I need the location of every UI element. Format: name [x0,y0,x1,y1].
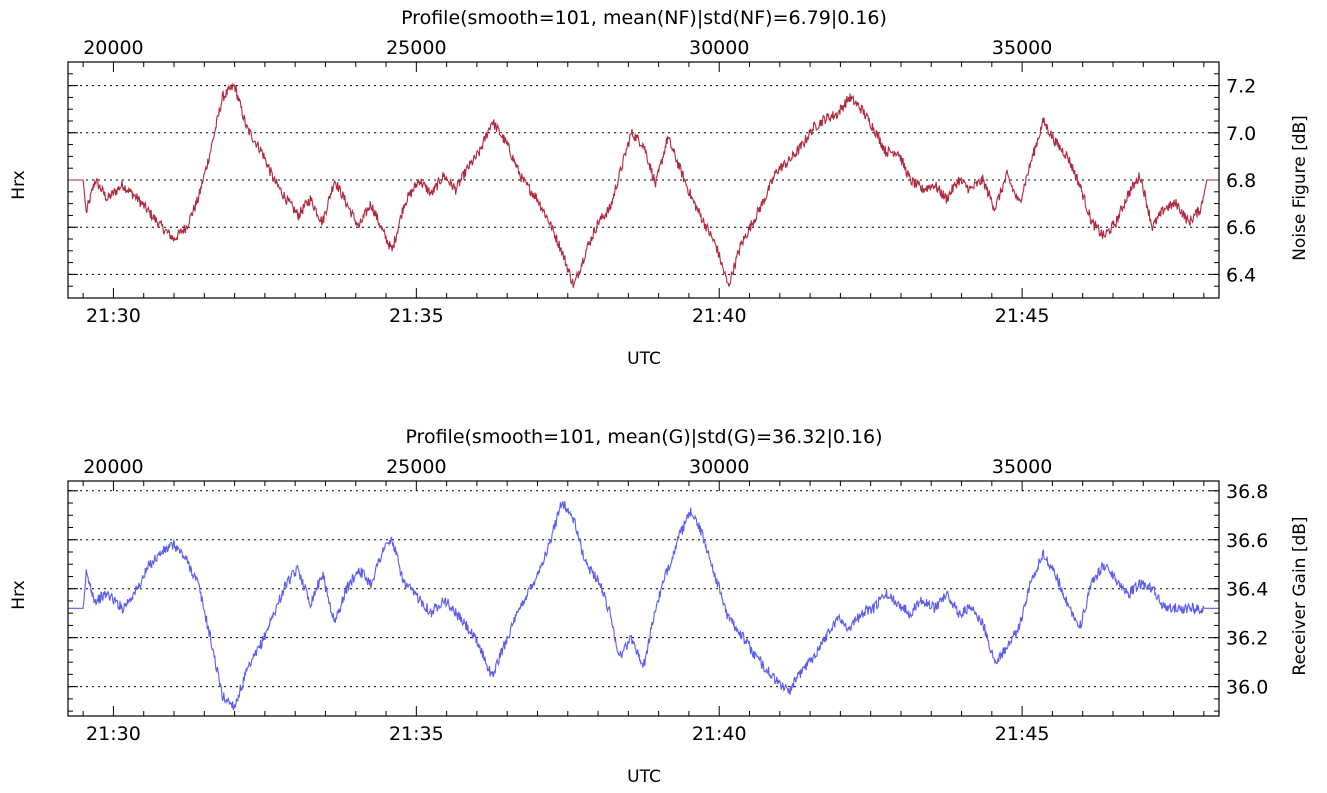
y-tick-label: 6.4 [1226,264,1256,286]
y-tick-label: 6.8 [1226,170,1256,192]
plot-frame [67,480,1220,717]
chart-title: Profile(smooth=101, mean(NF)|std(NF)=6.7… [401,7,887,29]
x-axis-label: UTC [627,349,661,369]
x-tick-label: 21:30 [86,305,141,327]
y-tick-label: 36.4 [1226,579,1268,601]
x-tick-label: 21:45 [995,723,1050,745]
y-tick-label: 36.2 [1226,628,1268,650]
series-line [68,82,1219,288]
y-tick-label: 36.6 [1226,530,1268,552]
x-top-tick-label: 30000 [689,37,749,59]
data-line-group [68,82,1219,288]
y-tick-label: 6.6 [1226,217,1256,239]
x-top-tick-label: 35000 [992,37,1052,59]
series-line [68,501,1219,711]
y-axis-left-label: Hrx [9,170,29,199]
chart-title: Profile(smooth=101, mean(G)|std(G)=36.32… [405,426,882,448]
x-top-tick-label: 25000 [386,37,446,59]
x-top-tick-label: 35000 [992,456,1052,478]
axis-ticks: 6.4 6.6 6.8 7.0 7.2 21:30 21:35 21:40 21:45 20000… [68,37,1256,327]
x-axis-label: UTC [627,767,661,787]
y-tick-label: 36.0 [1226,677,1268,699]
x-tick-label: 21:45 [995,305,1050,327]
y-tick-label: 7.2 [1226,76,1256,98]
data-line-group [68,501,1219,711]
axis-ticks: 36.0 36.2 36.4 36.6 36.8 21:30 21:35 21:40 21:45… [68,456,1268,745]
x-tick-label: 21:35 [389,723,444,745]
x-tick-label: 21:40 [692,305,747,327]
y-axis-right-label: Receiver Gain [dB] [1290,516,1310,675]
y-tick-label: 7.0 [1226,123,1256,145]
y-tick-label: 36.8 [1226,481,1268,503]
x-top-tick-label: 20000 [83,456,143,478]
grid-lines [68,85,1219,275]
grid-lines [68,490,1219,688]
receiver-gain-panel: Profile(smooth=101, mean(G)|std(G)=36.32… [9,426,1310,787]
plot-frame [67,61,1220,299]
x-tick-label: 21:30 [86,723,141,745]
x-top-tick-label: 30000 [689,456,749,478]
x-top-tick-label: 20000 [83,37,143,59]
y-axis-left-label: Hrx [9,580,29,609]
noise-figure-panel: Profile(smooth=101, mean(NF)|std(NF)=6.7… [9,7,1310,369]
x-tick-label: 21:40 [692,723,747,745]
x-tick-label: 21:35 [389,305,444,327]
y-axis-right-label: Noise Figure [dB] [1290,115,1310,261]
x-top-tick-label: 25000 [386,456,446,478]
